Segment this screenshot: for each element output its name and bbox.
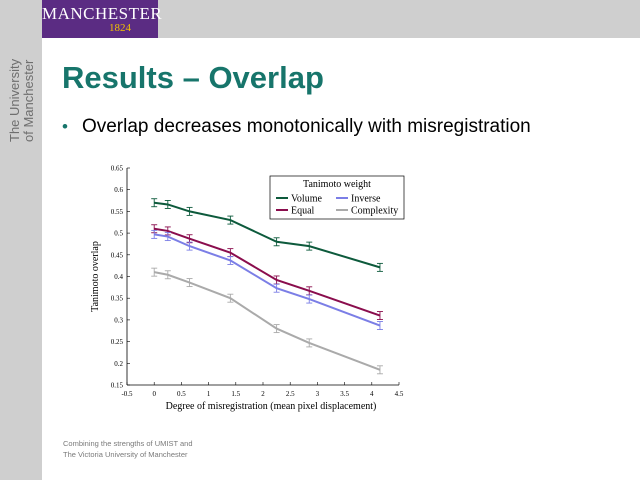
legend-label-complexity: Complexity [351, 206, 398, 217]
legend-label-equal: Equal [291, 206, 315, 217]
logo-year: 1824 [109, 22, 131, 34]
logo-name: MANCHESTER [42, 4, 163, 23]
y-tick-label: 0.5 [114, 230, 123, 238]
vertical-brand-line2: of Manchester [21, 59, 36, 142]
y-tick-label: 0.25 [111, 338, 124, 346]
bullet-text: Overlap decreases monotonically with mis… [81, 116, 531, 137]
x-tick-label: 2 [261, 390, 265, 398]
bullet-item: • Overlap decreases monotonically with mi… [62, 116, 531, 138]
x-tick-label: 1.5 [231, 390, 240, 398]
footer: Combining the strengths of UMIST and The… [63, 438, 193, 460]
y-tick-label: 0.2 [114, 360, 123, 368]
legend-label-volume: Volume [291, 194, 322, 205]
x-tick-label: 0.5 [177, 390, 186, 398]
university-logo: MANCHESTER 1824 [42, 0, 163, 38]
x-tick-label: 1 [207, 390, 211, 398]
side-bar [0, 38, 42, 480]
x-tick-label: 4 [370, 390, 374, 398]
x-tick-label: 0 [152, 390, 156, 398]
series-line-inverse [154, 233, 381, 327]
vertical-brand-text: The University of Manchester [7, 58, 36, 142]
y-tick-label: 0.65 [111, 165, 124, 173]
y-tick-label: 0.55 [111, 208, 124, 216]
y-tick-label: 0.3 [114, 316, 123, 324]
vertical-brand-line1: The University [7, 58, 22, 142]
y-tick-label: 0.15 [111, 382, 124, 390]
legend-title: Tanimoto weight [303, 179, 371, 190]
x-tick-label: 3 [316, 390, 320, 398]
x-axis-label: Degree of misregistration (mean pixel di… [166, 401, 377, 412]
y-tick-label: 0.6 [114, 186, 123, 194]
x-tick-label: 3.5 [340, 390, 349, 398]
x-tick-label: -0.5 [121, 390, 133, 398]
footer-line1: Combining the strengths of UMIST and [63, 439, 193, 448]
y-tick-label: 0.35 [111, 295, 124, 303]
x-tick-label: 4.5 [395, 390, 404, 398]
bullet-dot-icon: • [62, 117, 68, 136]
y-axis-label: Tanimoto overlap [90, 241, 101, 312]
y-tick-label: 0.45 [111, 251, 124, 259]
footer-line2: The Victoria University of Manchester [63, 450, 188, 459]
x-tick-label: 2.5 [286, 390, 295, 398]
slide-title: Results – Overlap [62, 60, 324, 95]
y-tick-label: 0.4 [114, 273, 123, 281]
legend-label-inverse: Inverse [351, 194, 381, 205]
